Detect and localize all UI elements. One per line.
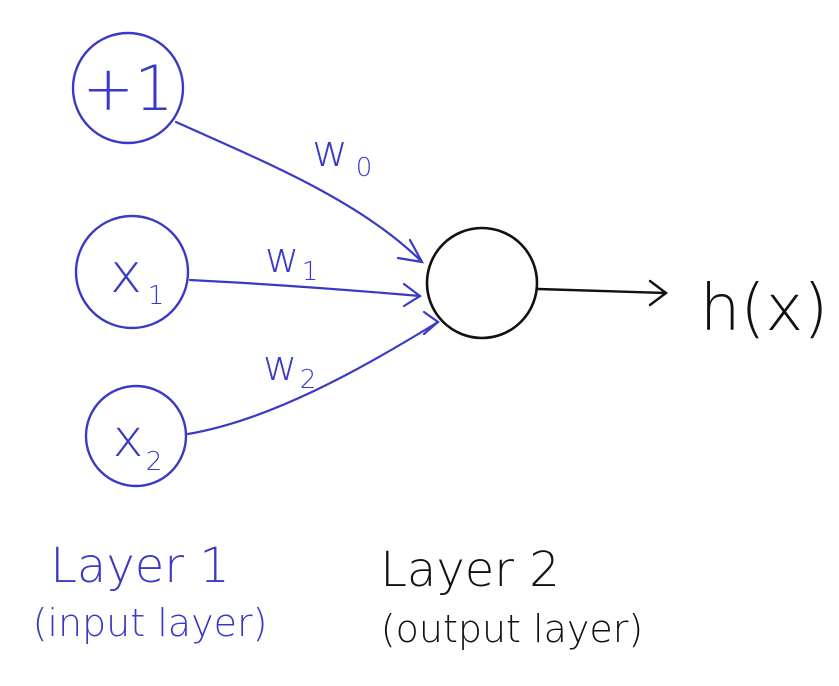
node-x2-subscript: 2 [146,447,163,477]
node-bias-label: +1 [82,52,173,125]
node-x2-label: x [113,409,144,469]
edge-x2-to-output [186,320,440,436]
weight-w2-subscript: 2 [300,365,317,395]
arrowhead-bias [396,238,425,264]
node-x1-circle [74,214,190,330]
edge-bias-to-output [174,120,424,264]
output-label: h(x) [700,272,828,346]
weight-w1-label: w [265,233,299,282]
layer2-subtitle: (output layer) [381,607,643,651]
arrowhead-x2 [422,310,440,336]
weight-w1-subscript: 1 [302,257,319,287]
layer1-title: Layer 1 [50,538,230,594]
weight-w2-label: w [263,341,297,390]
output-arrowhead [648,279,668,307]
node-x2-circle [84,384,188,488]
arrowhead-x1 [402,282,422,308]
node-x1-subscript: 1 [148,281,165,311]
node-output-circle [425,226,539,340]
output-arrow-line [536,287,668,295]
edge-x1-to-output [188,278,422,298]
layer1-subtitle: (input layer) [33,601,268,645]
weight-w0-subscript: 0 [356,153,373,183]
node-bias-circle [71,31,185,145]
layer2-title: Layer 2 [380,542,560,598]
weight-w0-label: w [312,126,348,177]
node-x1-label: x [110,242,142,305]
